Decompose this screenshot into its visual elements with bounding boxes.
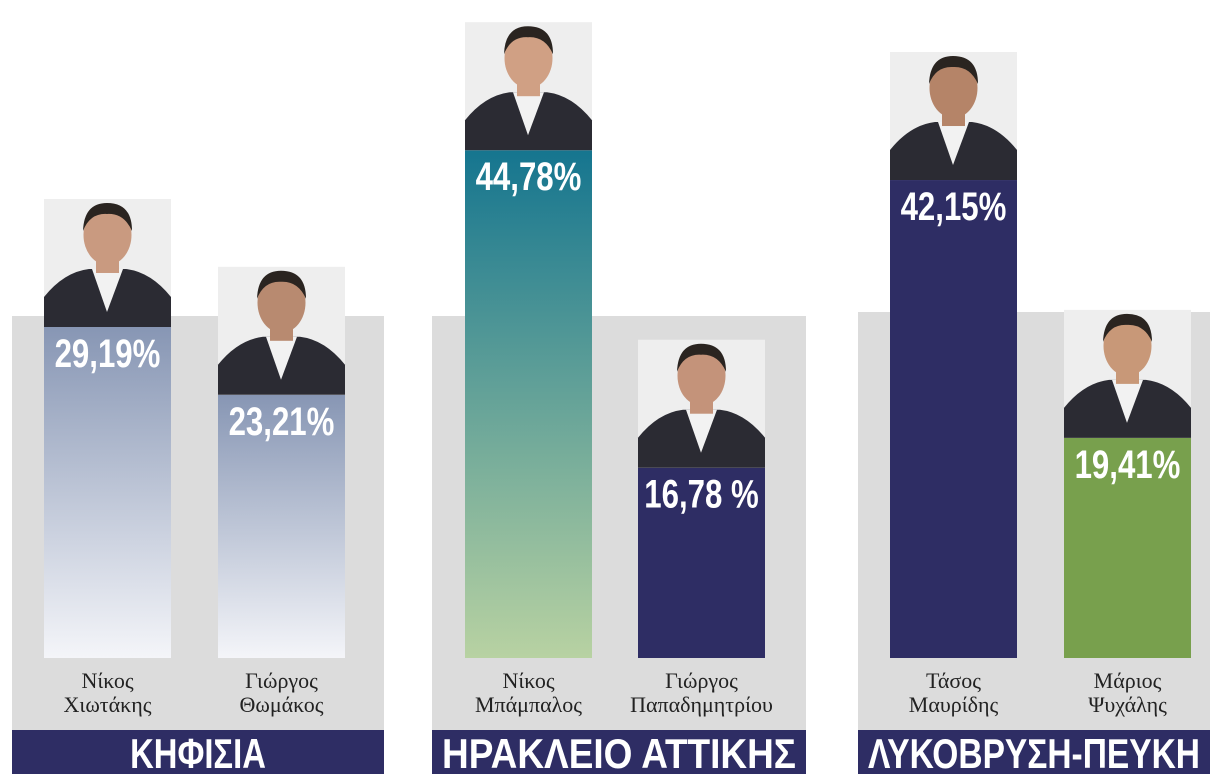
title-band	[12, 730, 384, 774]
bar	[1064, 437, 1191, 658]
title-band	[858, 730, 1210, 774]
bar	[44, 326, 171, 658]
bar	[890, 180, 1017, 659]
candidate-name: Νίκος	[502, 668, 554, 693]
bar	[465, 150, 592, 658]
candidate-name: Παπαδημητρίου	[630, 692, 773, 717]
panel-title: ΗΡΑΚΛΕΙΟ ΑΤΤΙΚΗΣ	[442, 730, 796, 774]
portrait	[465, 22, 592, 151]
portrait	[1064, 309, 1191, 438]
candidate-name: Μαυρίδης	[909, 692, 999, 717]
candidate-name: Ψυχάλης	[1088, 692, 1167, 717]
candidate-name: Τάσος	[926, 668, 981, 693]
portrait	[890, 52, 1017, 181]
value-label: 23,21%	[229, 400, 335, 444]
candidate-name: Γιώργος	[245, 668, 318, 693]
portrait	[218, 266, 345, 395]
candidate-name: Μπάμπαλος	[475, 692, 582, 717]
portrait	[638, 339, 765, 468]
panel-title: ΚΗΦΙΣΙΑ	[130, 730, 266, 774]
bar	[638, 467, 765, 658]
value-label: 44,78%	[476, 155, 582, 199]
candidate-name: Μάριος	[1094, 668, 1162, 693]
candidate-name: Νίκος	[81, 668, 133, 693]
portrait	[44, 198, 171, 327]
candidate-name: Θωμάκος	[239, 692, 323, 717]
bar	[218, 394, 345, 658]
value-label: 16,78 %	[644, 473, 758, 517]
candidate-name: Χιωτάκης	[64, 692, 152, 717]
panel-title: ΛΥΚΟΒΡΥΣΗ-ΠΕΥΚΗ	[868, 730, 1200, 774]
value-label: 19,41%	[1075, 443, 1181, 487]
value-label: 29,19%	[55, 332, 161, 376]
candidate-name: Γιώργος	[665, 668, 738, 693]
title-band	[432, 730, 806, 774]
value-label: 42,15%	[901, 185, 1007, 229]
